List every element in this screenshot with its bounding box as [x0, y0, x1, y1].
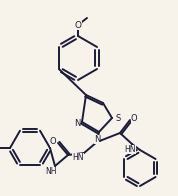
Text: N: N	[94, 134, 100, 143]
Text: N: N	[74, 119, 80, 128]
Text: O: O	[50, 138, 56, 146]
Text: HN: HN	[72, 152, 84, 162]
Text: O: O	[131, 113, 137, 122]
Text: HN: HN	[124, 144, 136, 153]
Text: O: O	[75, 21, 82, 30]
Text: S: S	[115, 113, 121, 122]
Text: NH: NH	[45, 166, 57, 175]
